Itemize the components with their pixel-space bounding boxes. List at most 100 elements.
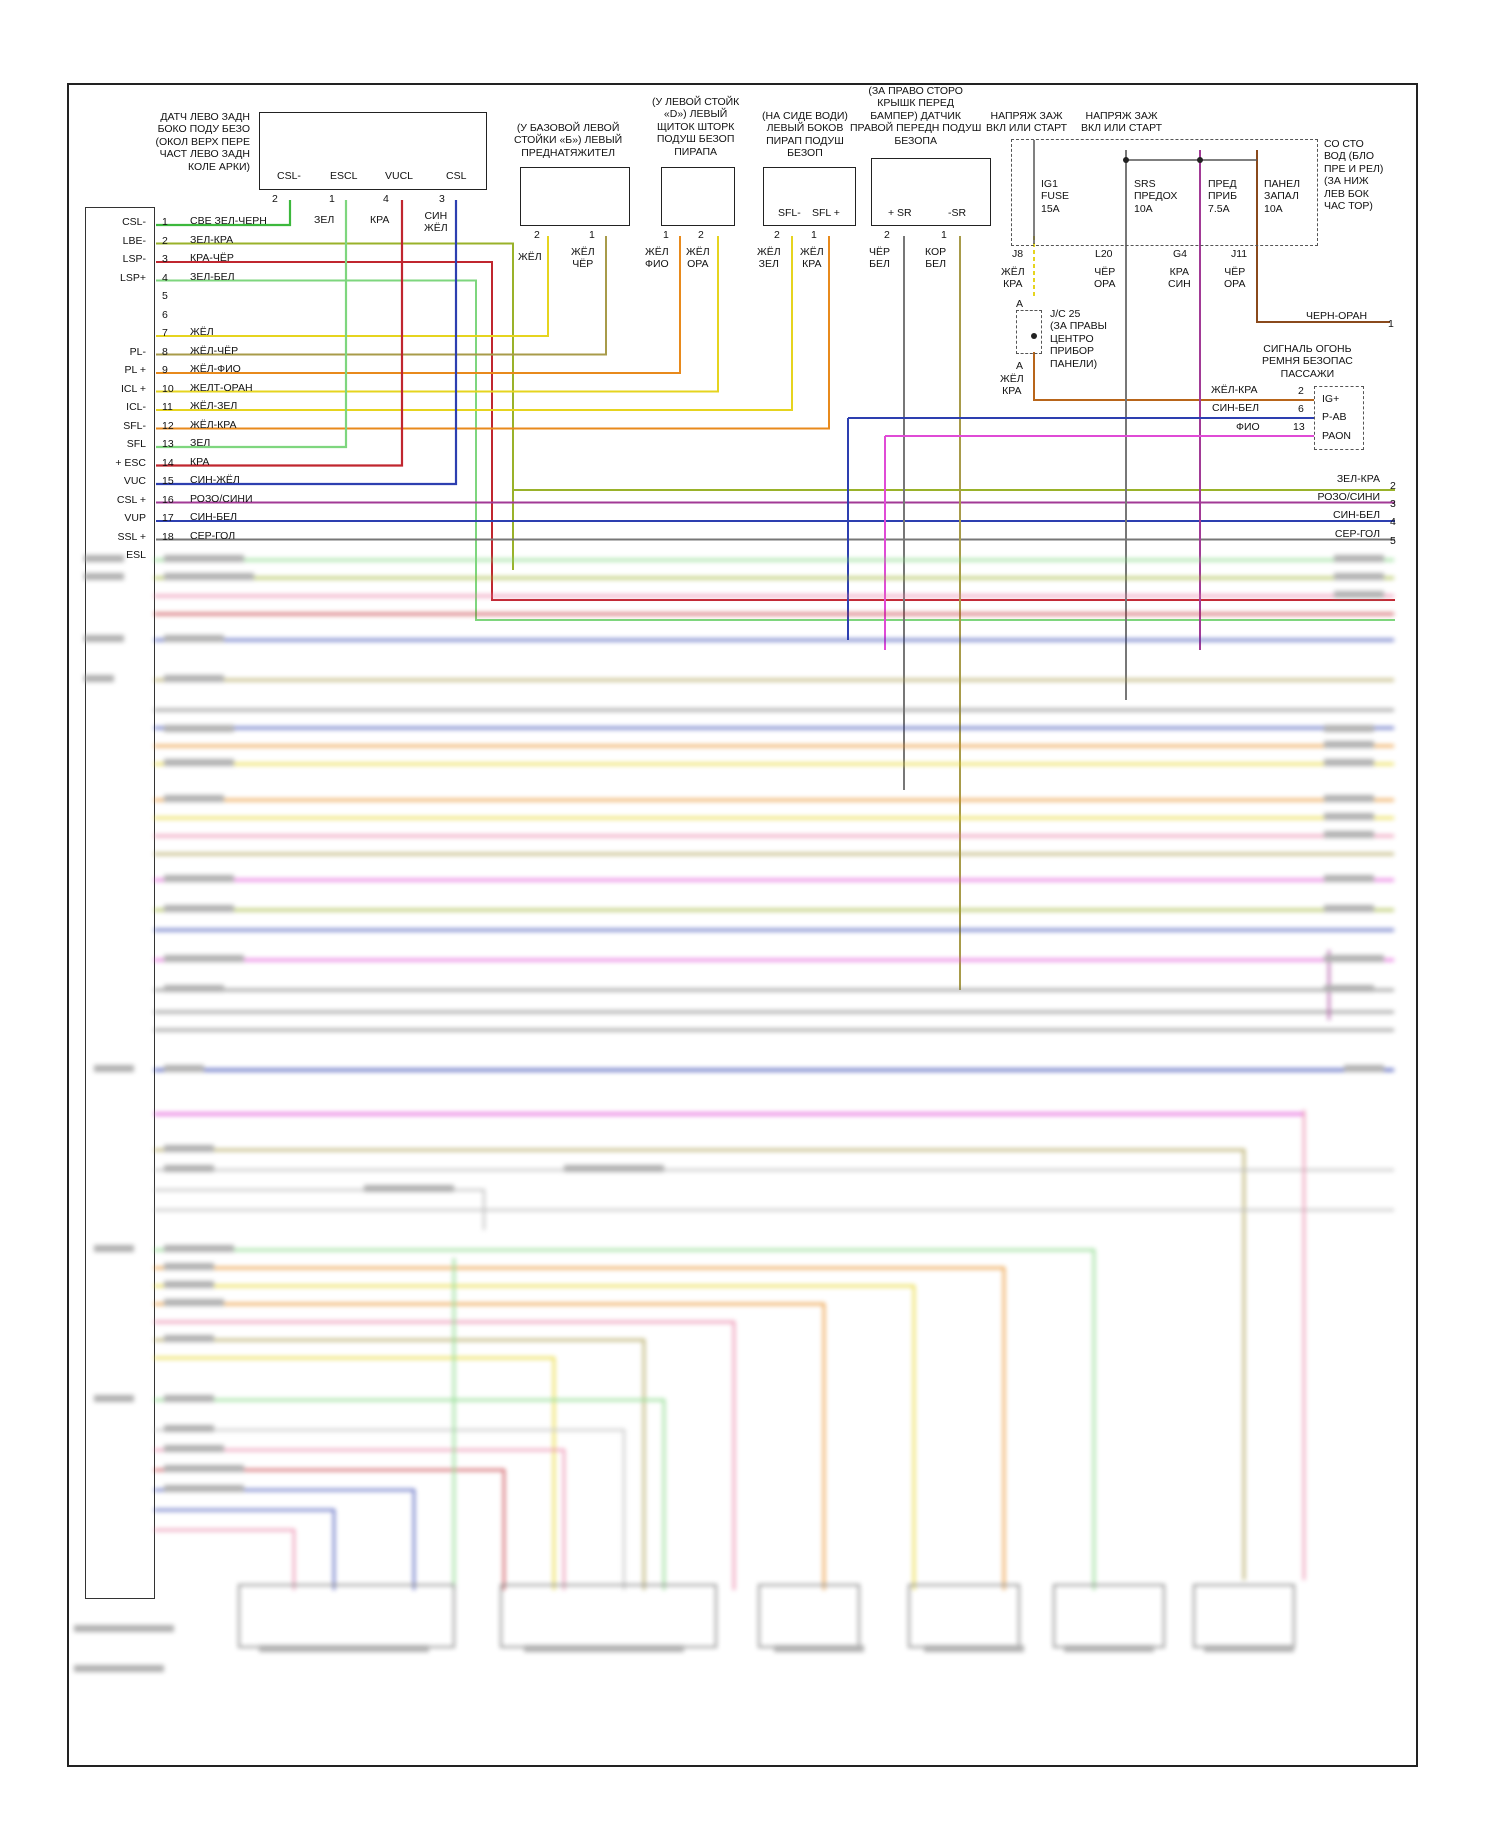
blurred-wiring: [74, 555, 1394, 1672]
blurred-text: [164, 1465, 244, 1472]
pretensioner-pin: 2: [534, 229, 540, 241]
junction-pin: A: [1016, 298, 1024, 310]
fuse-meter: ПРЕД ПРИБ 7.5A: [1208, 178, 1237, 215]
right-output-wire: СЕР-ГОЛ: [1334, 528, 1380, 540]
side-airbag-title: (НА СИДЕ ВОДИ) ЛЕВЫЙ БОКОВ ПИРАП ПОДУШ Б…: [762, 110, 848, 160]
fuse-ignition: ПАНЕЛ ЗАПАЛ 10A: [1264, 178, 1301, 215]
blurred-module-box: [1193, 1584, 1295, 1648]
ecu-pin-label: SSL +: [117, 530, 146, 543]
blurred-wire: [154, 1148, 1246, 1580]
blurred-text: [524, 1645, 684, 1652]
wire-sfl-plus: [156, 236, 830, 430]
left-sensor-wire-label: ЗЕЛ: [314, 214, 335, 226]
blurred-wire: [154, 1528, 296, 1590]
blurred-text: [924, 1645, 1024, 1652]
left-sensor-box: [259, 112, 487, 190]
ecu-pin-number: 16: [162, 493, 174, 506]
splice-dot: [1031, 333, 1037, 339]
wire-sfl: [156, 200, 348, 449]
ecu-pin-label: SFL-: [123, 419, 146, 432]
blurred-text: [94, 1245, 134, 1252]
left-sensor-pin-num: 3: [439, 193, 445, 205]
curtain-title: (У ЛЕВОЙ СТОЙК «D») ЛЕВЫЙ ЩИТОК ШТОРК ПО…: [652, 96, 740, 158]
ecu-pin-number: 8: [162, 345, 168, 358]
left-sensor-wire-label: СИН ЖЁЛ: [424, 210, 448, 235]
fuse-wire-label: КРА СИН: [1168, 266, 1191, 291]
blurred-text: [1324, 831, 1374, 838]
ecu-wire-color-label: ЗЕЛ: [190, 437, 211, 449]
blurred-text: [84, 573, 124, 580]
ecu-pin-number: 9: [162, 364, 168, 376]
blurred-wire: [154, 1468, 506, 1590]
front-sensor-wire-label: ЧЁР БЕЛ: [869, 246, 891, 271]
fuse-wire-label: ЧЁР ОРА: [1094, 266, 1116, 291]
blurred-wire: [154, 1398, 666, 1590]
left-sensor-pin-vucl: VUCL: [385, 170, 414, 182]
ecu-wire-color-label: СИН-БЕЛ: [190, 511, 237, 523]
blurred-module-box: [758, 1584, 860, 1648]
right-output-wire: РОЗО/СИНИ: [1317, 491, 1380, 503]
curtain-pin: 1: [663, 229, 669, 241]
junction-wire-label: ЖЁЛ КРА: [1000, 373, 1024, 398]
diagram-frame: [67, 83, 1418, 1767]
wire-esc: [156, 200, 404, 467]
left-sensor-title: ДАТЧ ЛЕВО ЗАДН БОКО ПОДУ БЕЗО (ОКОЛ ВЕРХ…: [155, 111, 250, 173]
blurred-text: [164, 1281, 214, 1288]
blurred-text: [164, 1395, 214, 1402]
fuse-srs: SRS ПРЕДОХ 10A: [1134, 178, 1178, 215]
splice-dot: [1123, 157, 1129, 163]
ecu-wire-color-label: КРА: [190, 455, 210, 468]
wire-lsp-minus: [156, 261, 1395, 601]
ecu-pin-label: LSP+: [120, 271, 146, 284]
right-output-num: 5: [1390, 535, 1396, 547]
ecu-connector: [85, 207, 155, 1599]
blurred-text: [1324, 955, 1384, 962]
blurred-text: [1324, 985, 1374, 992]
belt-pin-num: 2: [1298, 385, 1304, 397]
fuse-pin: J11: [1231, 248, 1248, 260]
blurred-module-box: [238, 1584, 455, 1648]
front-sensor-box: [871, 158, 991, 226]
blurred-wire: [154, 1284, 916, 1590]
blurred-text: [1324, 741, 1374, 748]
ecu-pin-label: VUP: [124, 512, 146, 524]
side-airbag-wire-label: ЖЁЛ ЗЕЛ: [757, 246, 781, 271]
blurred-text: [164, 1065, 204, 1072]
brown-wire-label: ЧЕРН-ОРАН: [1306, 310, 1368, 322]
belt-pin-num: 6: [1298, 403, 1304, 415]
ecu-pin-number: 10: [162, 382, 174, 395]
blurred-text: [164, 1145, 214, 1152]
blurred-text: [94, 1395, 134, 1402]
ecu-pin-number: 4: [162, 271, 168, 284]
blurred-wire: [154, 1302, 826, 1590]
blurred-text: [164, 1299, 224, 1306]
junction-pin: A: [1016, 360, 1024, 372]
right-output-num: 3: [1390, 498, 1396, 510]
ecu-pin-label: SFL: [126, 438, 146, 450]
blurred-wire: [154, 1356, 556, 1590]
ecu-pin-label: PL +: [124, 364, 146, 376]
blurred-wire: [154, 1338, 646, 1590]
junction-title: J/C 25 (ЗА ПРАВЫ ЦЕНТРО ПРИБОР ПАНЕЛИ): [1050, 308, 1107, 370]
fuse-pin: J8: [1012, 248, 1024, 260]
side-airbag-pin: 2: [774, 229, 780, 241]
belt-pin-name: PAON: [1322, 430, 1351, 442]
right-output-wire: СИН-БЕЛ: [1333, 509, 1380, 521]
front-sensor-pin-name: -SR: [948, 207, 967, 219]
ecu-pin-label: VUC: [123, 475, 146, 487]
junction-connector: [1016, 310, 1042, 354]
blurred-text: [259, 1645, 429, 1652]
wire-jc-out: [1033, 352, 1314, 401]
ecu-pin-label: LBE-: [122, 234, 146, 247]
pretensioner-title: (У БАЗОВОЙ ЛЕВОЙ СТОЙКИ «Б») ЛЕВЫЙ ПРЕДН…: [514, 122, 623, 159]
front-sensor-pin-name: + SR: [888, 207, 912, 219]
right-output-num: 4: [1390, 516, 1396, 528]
blurred-text: [94, 1065, 134, 1072]
belt-pin-num: 13: [1293, 421, 1305, 433]
ecu-pin-number: 7: [162, 327, 168, 339]
ecu-wire-color-label: ЖЁЛ-ФИО: [190, 363, 241, 375]
belt-wire-label: ФИО: [1236, 421, 1260, 433]
ecu-wire-color-label: ЖЕЛТ-ОРАН: [190, 381, 253, 394]
right-output-wire: ЗЕЛ-КРА: [1336, 473, 1380, 485]
ecu-wire-color-label: ЖЁЛ-КРА: [190, 418, 237, 431]
